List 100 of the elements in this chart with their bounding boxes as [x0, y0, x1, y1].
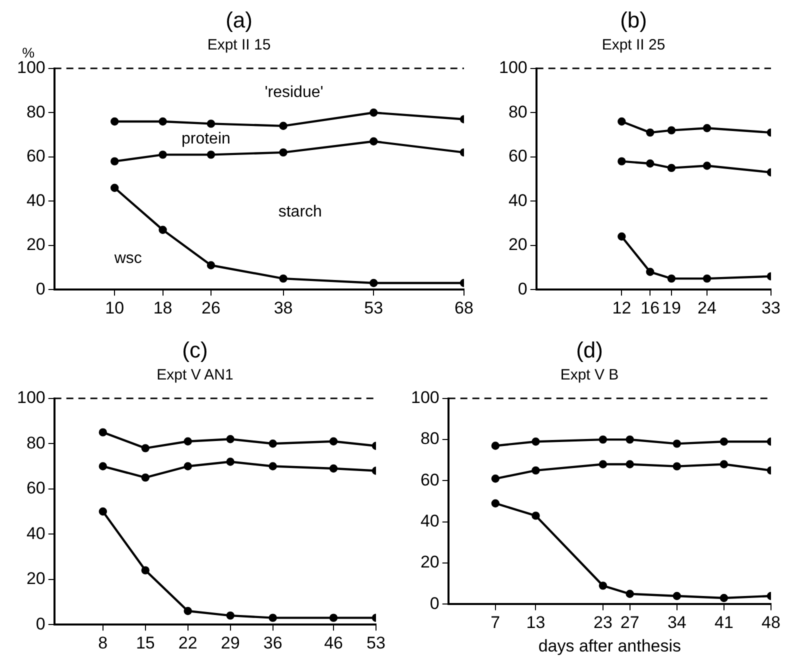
- chart-title: (a): [226, 7, 252, 32]
- y-tick-label: 80: [420, 429, 440, 448]
- point: [672, 462, 681, 470]
- annotation: protein: [181, 130, 230, 148]
- x-tick-label: 12: [612, 298, 632, 318]
- y-axis-title: %: [22, 44, 35, 60]
- x-tick-label: 19: [662, 298, 681, 318]
- point: [226, 435, 234, 444]
- chart-title: (c): [182, 337, 208, 362]
- point: [184, 437, 192, 446]
- point: [329, 464, 338, 473]
- point: [491, 499, 500, 508]
- x-tick-label: 46: [324, 633, 343, 652]
- x-tick-label: 16: [640, 298, 660, 318]
- point: [598, 582, 608, 590]
- point: [158, 150, 167, 159]
- y-tick-label: 100: [498, 58, 528, 78]
- chart-subtitle: Expt V AN1: [156, 366, 234, 384]
- x-tick-label: 10: [105, 298, 124, 318]
- x-tick-label: 24: [698, 298, 716, 318]
- x-tick-label: 48: [762, 613, 780, 632]
- x-tick-label: 41: [714, 613, 734, 632]
- point: [702, 162, 712, 170]
- y-tick-label: 0: [518, 279, 528, 298]
- point: [184, 606, 192, 616]
- point: [110, 157, 119, 166]
- point: [110, 184, 119, 192]
- y-tick-label: 60: [508, 146, 528, 166]
- point: [110, 117, 119, 126]
- point: [626, 460, 634, 468]
- point: [702, 274, 712, 283]
- point: [158, 226, 167, 234]
- chart-subtitle: Expt V B: [560, 366, 619, 384]
- y-tick-label: 100: [410, 388, 440, 408]
- x-tick-label: 68: [454, 298, 474, 318]
- point: [626, 590, 634, 598]
- point: [720, 594, 728, 602]
- annotation: wsc: [113, 250, 142, 268]
- y-tick-label: 40: [26, 190, 46, 210]
- x-tick-label: 33: [762, 298, 780, 318]
- y-tick-label: 40: [420, 512, 440, 531]
- y-tick-label: 40: [508, 190, 528, 210]
- point: [268, 462, 277, 470]
- y-tick-label: 100: [16, 58, 46, 78]
- y-tick-label: 0: [430, 594, 440, 613]
- point: [206, 150, 216, 159]
- x-tick-label: 36: [263, 633, 282, 652]
- point: [98, 462, 108, 470]
- x-axis-title: days after anthesis: [538, 636, 682, 656]
- chart-subtitle: Expt II 15: [207, 36, 271, 54]
- x-tick-label: 23: [594, 613, 612, 632]
- point: [626, 435, 634, 444]
- x-tick-label: 13: [526, 613, 546, 632]
- point: [598, 435, 608, 444]
- annotation: starch: [278, 204, 322, 221]
- x-tick-label: 18: [153, 298, 172, 318]
- point: [618, 157, 626, 166]
- point: [141, 566, 150, 574]
- point: [618, 117, 626, 126]
- point: [667, 126, 676, 134]
- point: [720, 438, 728, 446]
- y-tick-label: 100: [16, 388, 46, 408]
- point: [98, 428, 108, 436]
- point: [98, 507, 108, 516]
- point: [702, 124, 712, 132]
- point: [370, 137, 378, 146]
- point: [532, 466, 540, 475]
- x-tick-label: 53: [364, 298, 384, 318]
- y-tick-label: 80: [508, 102, 528, 122]
- point: [672, 440, 681, 448]
- x-tick-label: 26: [202, 298, 220, 318]
- x-tick-label: 29: [220, 633, 240, 652]
- x-tick-label: 15: [136, 633, 155, 652]
- x-tick-label: 7: [490, 613, 500, 632]
- y-tick-label: 0: [36, 279, 46, 298]
- point: [491, 474, 500, 483]
- point: [329, 437, 338, 446]
- y-tick-label: 20: [420, 552, 440, 572]
- point: [646, 268, 654, 276]
- y-tick-label: 60: [26, 146, 46, 166]
- y-tick-label: 20: [26, 235, 46, 254]
- point: [279, 274, 288, 283]
- point: [329, 614, 338, 622]
- point: [720, 460, 728, 468]
- annotation: 'residue': [264, 84, 324, 102]
- y-tick-label: 0: [36, 614, 46, 634]
- point: [667, 274, 676, 283]
- point: [226, 611, 234, 620]
- x-tick-label: 53: [366, 633, 386, 652]
- x-tick-label: 34: [667, 613, 686, 632]
- point: [646, 159, 654, 168]
- x-tick-label: 27: [620, 613, 640, 632]
- x-tick-label: 8: [98, 633, 108, 652]
- point: [206, 120, 216, 128]
- chart-title: (b): [620, 7, 647, 32]
- point: [532, 438, 540, 446]
- point: [279, 148, 288, 157]
- point: [491, 442, 500, 450]
- point: [158, 117, 167, 126]
- point: [598, 460, 608, 468]
